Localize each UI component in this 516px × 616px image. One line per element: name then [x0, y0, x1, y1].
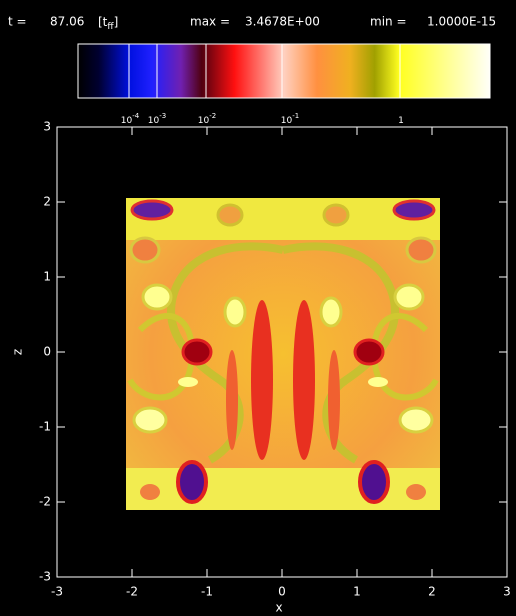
colorbar-tick-exponent: -3 — [159, 112, 166, 120]
colorbar-tick-exponent: -1 — [292, 112, 299, 120]
min-label: min = — [370, 15, 407, 29]
colorbar-tick-base: 10 — [148, 116, 160, 126]
y-tick-label: -1 — [39, 420, 51, 434]
y-tick-label: -3 — [39, 570, 51, 584]
x-tick-label: -2 — [126, 585, 138, 599]
colorbar-tick-label: 10-2 — [198, 112, 216, 126]
unit-subscript: ff — [107, 22, 114, 32]
colorbar-tick-label: 1 — [398, 116, 404, 126]
x-tick-label: 3 — [503, 585, 511, 599]
colorbar-tick-label: 10-4 — [121, 112, 140, 126]
colorbar — [77, 43, 491, 99]
colorbar-tick-base: 10 — [281, 116, 293, 126]
colorbar-tick-base: 10 — [121, 116, 133, 126]
y-tick-label: -2 — [39, 495, 51, 509]
y-tick-label: 0 — [43, 345, 51, 359]
colorbar-tick-label: 10-3 — [148, 112, 166, 126]
colorbar-tick-exponent: -2 — [209, 112, 216, 120]
x-tick-label: 0 — [278, 585, 286, 599]
colorbar-tick-base: 1 — [398, 116, 404, 126]
y-tick-label: 3 — [43, 120, 51, 134]
min-value: 1.0000E-15 — [427, 15, 496, 29]
unit-suffix: ] — [114, 15, 119, 29]
simulation-image — [126, 198, 440, 510]
time-label: t = — [8, 15, 27, 29]
x-tick-label: -1 — [201, 585, 213, 599]
x-axis-label: x — [275, 601, 282, 615]
y-tick-label: 1 — [43, 270, 51, 284]
colorbar-tick-base: 10 — [198, 116, 210, 126]
max-label: max = — [190, 15, 230, 29]
y-axis-label: z — [11, 349, 25, 355]
time-unit: [tff] — [98, 15, 118, 32]
colorbar-tick-label: 10-1 — [281, 112, 299, 126]
x-tick-label: 1 — [353, 585, 361, 599]
unit-prefix: [t — [98, 15, 108, 29]
x-tick-label: 2 — [428, 585, 436, 599]
x-tick-label: -3 — [51, 585, 63, 599]
time-value: 87.06 — [50, 15, 84, 29]
colorbar-tick-exponent: -4 — [132, 112, 140, 120]
y-tick-label: 2 — [43, 195, 51, 209]
max-value: 3.4678E+00 — [245, 15, 320, 29]
